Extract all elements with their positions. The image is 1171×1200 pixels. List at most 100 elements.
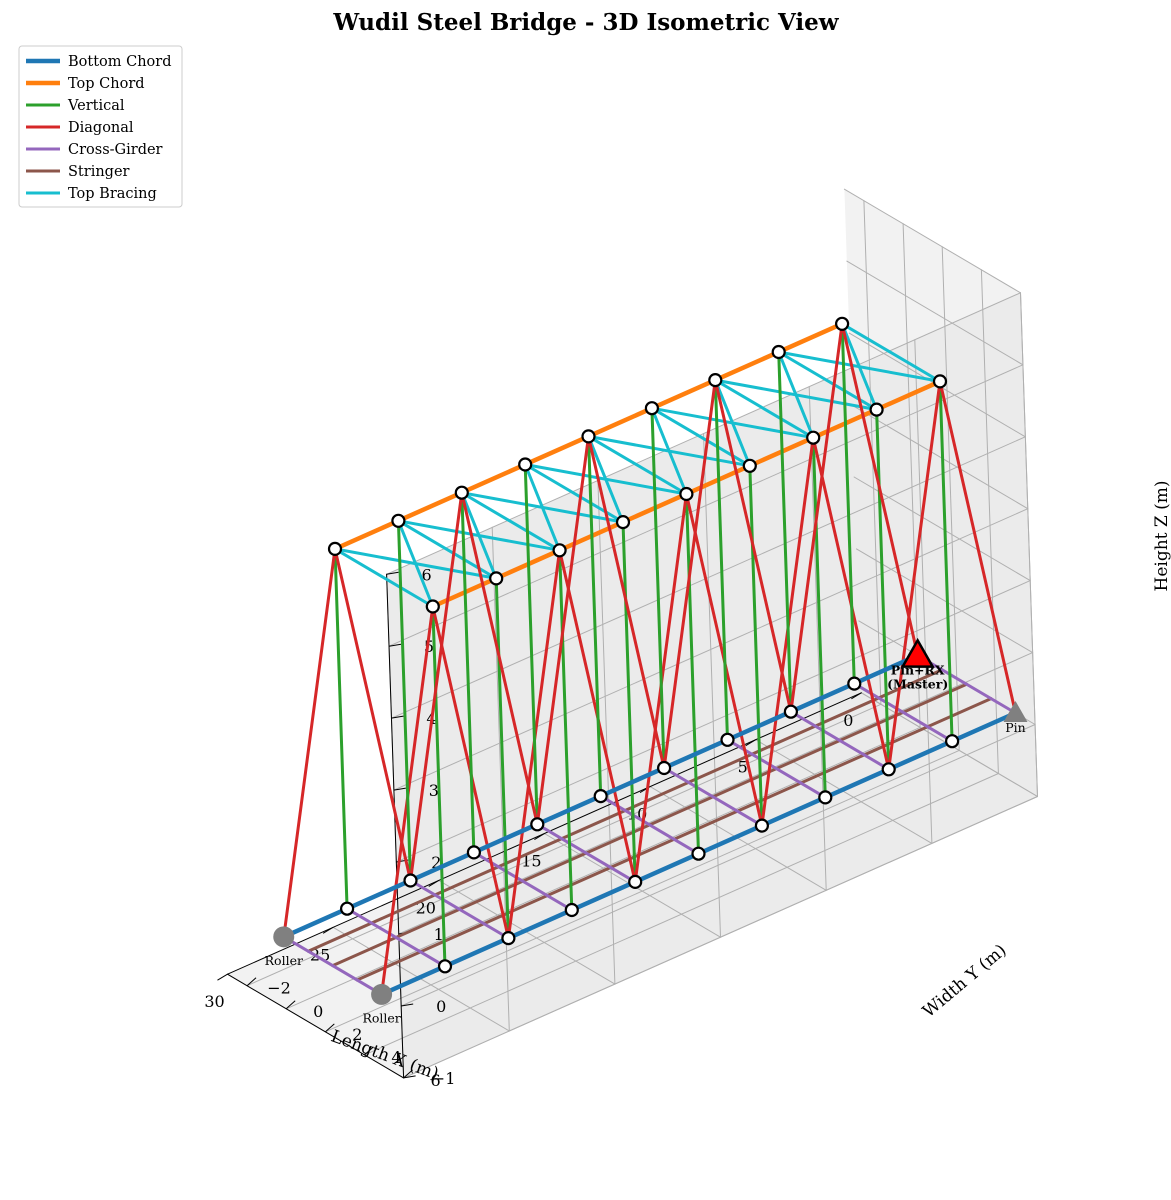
y-tick-label: 2 [352,1025,362,1044]
support-roller: Roller [265,926,303,968]
x-tick-mark [534,833,545,840]
y-tick-mark [246,977,257,987]
x-tick-label: 20 [416,898,436,917]
legend-entry: Diagonal [26,120,134,136]
y-tick-label: 0 [313,1002,323,1021]
x-tick-mark [745,739,756,747]
legend-label: Stringer [68,164,130,180]
diagonal [409,491,464,882]
truss-node [818,790,833,805]
z-tick-mark [388,643,402,647]
y-tick-mark [324,1023,335,1033]
truss-node [425,599,440,614]
end-diagonal [840,322,920,657]
truss-node [564,902,579,918]
grid-y-floor [324,749,960,1033]
x-tick-label: 0 [843,711,853,730]
legend-entry: Vertical [26,98,125,114]
truss-node [466,845,481,860]
legend-label: Diagonal [68,120,134,136]
y-axis-line [227,973,405,1079]
z-tick-mark [403,1075,416,1079]
support-label: (Master) [887,676,948,691]
y-axis-label: Width Y (m) [919,941,1011,1022]
top-strut [840,322,942,383]
grid-z-back [398,652,1034,935]
y-tick-label: 6 [431,1071,441,1090]
end-diagonal [282,547,337,939]
legend-entry: Stringer [26,164,130,180]
grid-z-back [386,292,1021,575]
end-diagonal [938,379,1017,715]
truss-node [644,401,660,416]
vertical [938,379,954,743]
diagonal [460,491,539,826]
grid-x-back [808,386,827,891]
y-tick-label: 4 [391,1048,401,1067]
truss-node [847,676,862,691]
grid-lines [227,188,1038,1079]
z-axis-line [386,573,405,1079]
grid-y-left [980,269,999,774]
grid-x-back [914,339,933,844]
vertical [840,322,856,686]
top-strut [460,491,562,552]
truss-node [489,571,504,586]
truss-node [501,930,516,946]
support-label: Roller [362,1010,400,1025]
z-tick-label: 2 [431,853,441,872]
grid-x-back [491,526,510,1032]
grid-z-back [400,724,1036,1007]
cross-girder [345,907,447,968]
top-strut [333,547,435,608]
vertical [650,406,666,770]
top-x-brace [713,378,879,412]
grid-y-left [1020,292,1038,797]
legend-label: Top Chord [68,76,145,92]
legend-label: Bottom Chord [68,54,172,70]
vertical [811,436,827,799]
truss-node [869,402,884,417]
vertical [460,491,476,854]
legend-label: Top Bracing [68,186,157,202]
vertical [587,434,603,798]
truss-node [552,543,567,558]
z-tick-mark [391,715,404,719]
vertical [431,605,447,968]
truss-node [656,760,672,776]
truss-node [391,513,406,528]
legend-entry: Top Bracing [26,186,157,202]
truss-node [327,541,343,557]
grid-z-left [856,548,1034,654]
grid-z-left [846,260,1024,366]
diagonal [333,547,412,882]
vertical [748,464,764,828]
grid-x-back [703,433,721,938]
legend-label: Vertical [67,98,125,114]
truss-node [806,430,821,445]
support-roller: Roller [362,983,401,1025]
vertical [523,463,539,826]
support-pin-rx: Pin+RX(Master) [887,637,948,691]
support-label: Pin+RX [891,662,945,677]
chart-title: Wudil Steel Bridge - 3D Isometric View [332,9,839,36]
truss-node [834,316,850,331]
diagonal [713,378,793,714]
grid-x-back [597,479,616,985]
truss-node [720,732,735,747]
vertical [875,408,891,771]
truss-node [340,901,355,916]
truss-node [437,959,453,974]
vertical [558,548,574,912]
x-tick-label: 5 [738,758,748,777]
cross-girder [409,879,510,940]
cross-girder [282,935,384,996]
truss-node [771,344,786,360]
vertical [777,350,793,714]
legend-entry: Cross-Girder [26,142,163,158]
truss-node [783,704,799,719]
truss-node [881,762,896,777]
z-tick-label: 6 [422,565,432,584]
